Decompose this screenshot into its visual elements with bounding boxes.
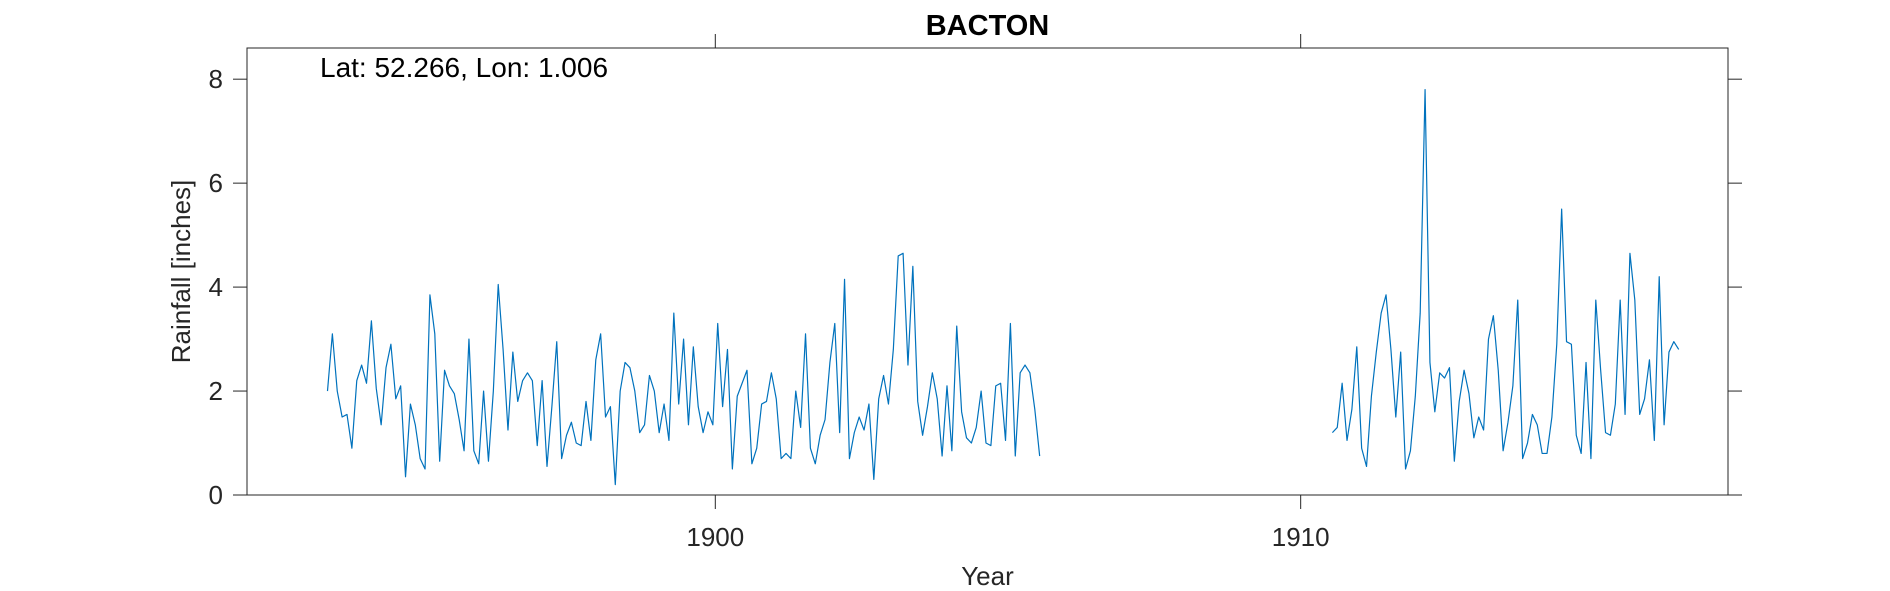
chart-title: BACTON	[926, 10, 1050, 42]
y-tick-label: 2	[209, 376, 223, 406]
y-tick-label: 6	[209, 168, 223, 198]
plot-frame	[246, 47, 1729, 496]
series-layer	[326, 88, 1680, 486]
axis-ticks	[233, 34, 1742, 509]
rainfall-series-line	[1331, 88, 1680, 470]
y-tick-label: 8	[209, 64, 223, 94]
x-tick-label: 1910	[1272, 522, 1330, 552]
location-annotation: Lat: 52.266, Lon: 1.006	[320, 52, 608, 83]
axis-tick-labels: 0 2 4 6 8 1900 1910	[209, 64, 1330, 552]
x-tick-label: 1900	[686, 522, 744, 552]
y-axis-title: Rainfall [inches]	[166, 180, 196, 364]
x-axis-title: Year	[961, 561, 1014, 591]
y-tick-label: 4	[209, 272, 223, 302]
rainfall-series-line	[326, 252, 1041, 486]
y-tick-label: 0	[209, 480, 223, 510]
